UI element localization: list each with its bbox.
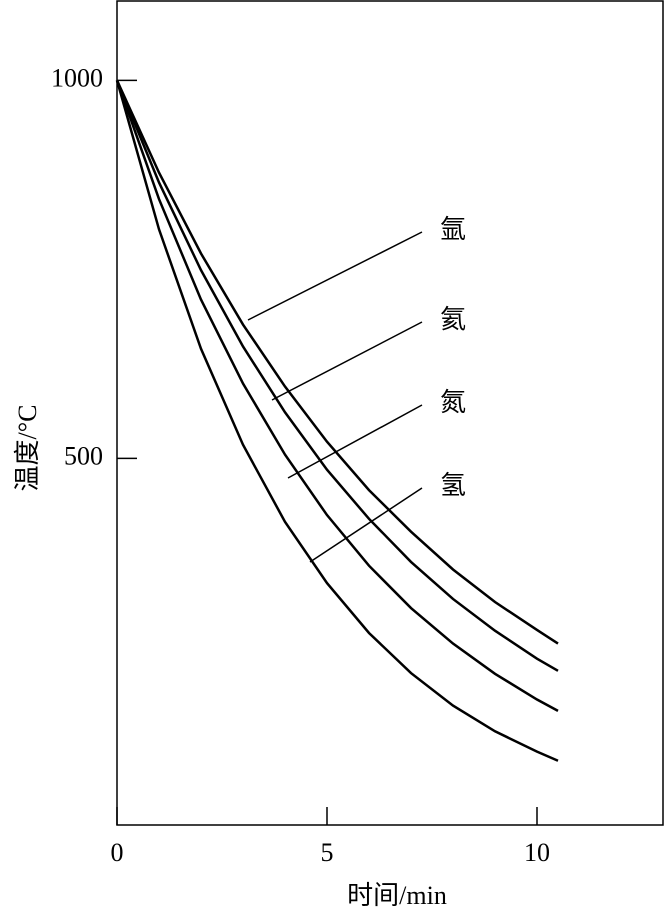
line-series bbox=[115, 80, 559, 762]
line-series bbox=[115, 79, 559, 672]
y-axis-label: 温度/°C bbox=[13, 405, 42, 492]
line-series bbox=[115, 79, 559, 645]
leader-line bbox=[247, 231, 423, 321]
leader-line bbox=[309, 487, 423, 563]
x-axis-label: 时间/min bbox=[347, 881, 447, 910]
leader-line bbox=[271, 321, 423, 401]
y-tick-label: 500 bbox=[64, 441, 103, 470]
x-tick-label: 10 bbox=[524, 838, 550, 867]
series-label: 氢 bbox=[440, 471, 466, 500]
plot-frame bbox=[116, 0, 664, 826]
line-series bbox=[115, 79, 559, 712]
x-tick-label: 5 bbox=[321, 838, 334, 867]
series-label: 氦 bbox=[440, 305, 466, 334]
series-label: 氩 bbox=[440, 215, 466, 244]
series-label: 氮 bbox=[440, 388, 466, 417]
y-tick-label: 1000 bbox=[51, 63, 103, 92]
leader-line bbox=[287, 404, 423, 479]
x-tick-label: 0 bbox=[111, 838, 124, 867]
